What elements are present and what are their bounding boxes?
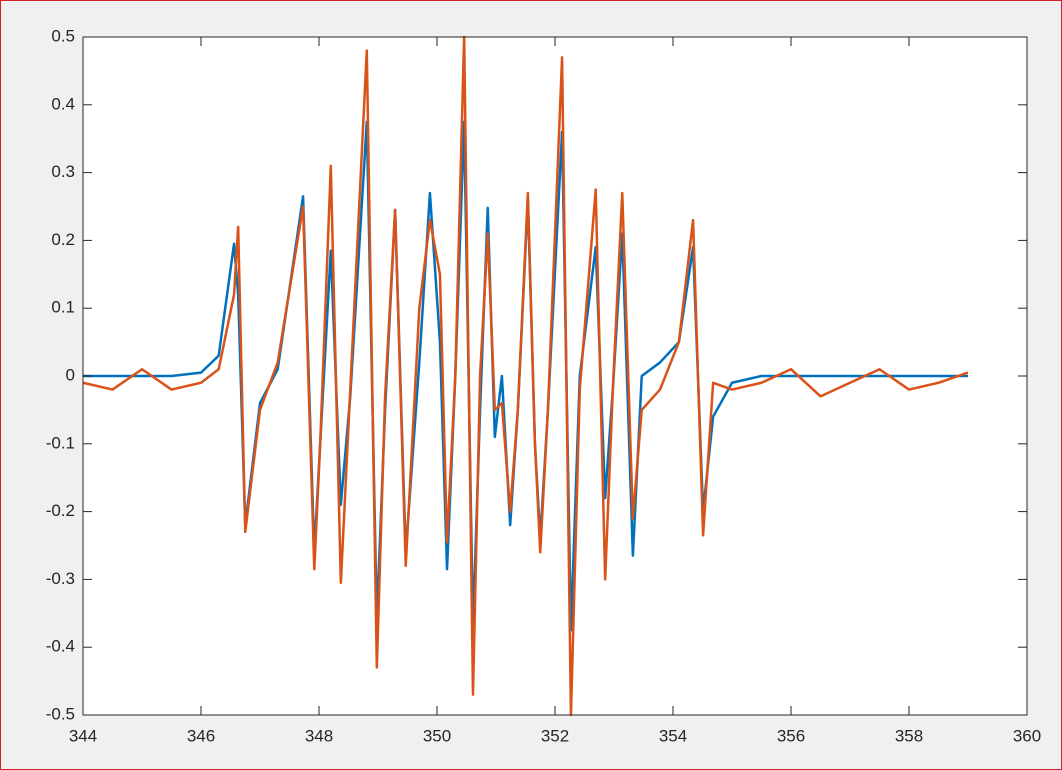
x-tick-label: 360 bbox=[1013, 726, 1041, 745]
data-line bbox=[82, 35, 969, 717]
x-tick-label: 356 bbox=[777, 726, 805, 745]
x-tick-label: 344 bbox=[69, 726, 97, 745]
y-tick-label: -0.2 bbox=[46, 501, 75, 520]
y-tick-label: -0.1 bbox=[46, 433, 75, 452]
x-tick-label: 348 bbox=[305, 726, 333, 745]
x-tick-label: 346 bbox=[187, 726, 215, 745]
x-tick-label: 354 bbox=[659, 726, 687, 745]
y-tick-label: 0.1 bbox=[51, 298, 75, 317]
x-tick-label: 352 bbox=[541, 726, 569, 745]
y-tick-label: 0.2 bbox=[51, 230, 75, 249]
x-tick-label: 358 bbox=[895, 726, 923, 745]
x-tick-label: 350 bbox=[423, 726, 451, 745]
y-tick-label: 0.3 bbox=[51, 162, 75, 181]
y-tick-label: 0.5 bbox=[51, 26, 75, 45]
y-tick-label: 0 bbox=[66, 365, 75, 384]
y-tick-label: -0.5 bbox=[46, 704, 75, 723]
y-tick-label: 0.4 bbox=[51, 94, 75, 113]
y-tick-label: -0.4 bbox=[46, 637, 75, 656]
y-tick-label: -0.3 bbox=[46, 569, 75, 588]
